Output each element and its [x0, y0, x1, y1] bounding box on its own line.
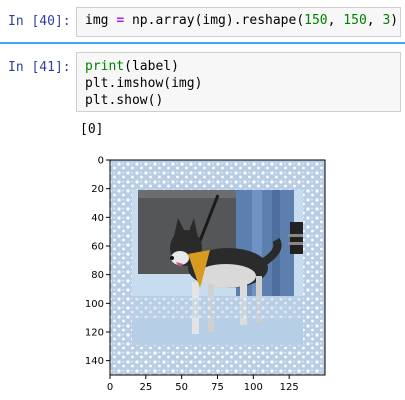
y-tick-label: 20	[91, 184, 104, 195]
code-token: img	[85, 13, 109, 28]
code-function: print	[85, 59, 125, 74]
code-token: (label)	[124, 59, 179, 74]
x-tick-label: 50	[175, 382, 188, 393]
y-tick-label: 80	[91, 270, 104, 281]
code-token: plt.	[85, 76, 117, 91]
code-function: imshow	[116, 76, 164, 91]
code-cell-40[interactable]: img = np.array(img).reshape(150, 150, 3)	[76, 7, 401, 37]
x-tick-label: 125	[280, 382, 299, 393]
x-tick-label: 0	[107, 382, 113, 393]
code-token: ,	[327, 13, 344, 28]
cell-separator	[0, 42, 405, 44]
axis-ticks: 0 25 50 75 100 125 0 20 40 60 80 100 120 140	[85, 156, 299, 394]
y-tick-label: 60	[91, 242, 104, 253]
x-tick-label: 100	[244, 382, 263, 393]
code-token: )	[390, 13, 399, 28]
y-tick-label: 40	[91, 213, 104, 224]
code-operator: =	[116, 13, 125, 28]
code-token: ,	[366, 13, 383, 28]
code-cell-41[interactable]: print(label) plt.imshow(img) plt.show()	[76, 52, 401, 112]
cell-prompt-40: In [40]:	[8, 14, 71, 29]
y-tick-label: 0	[98, 156, 104, 167]
y-tick-label: 100	[85, 299, 104, 310]
y-tick-label: 120	[85, 328, 104, 339]
snowy-frame	[110, 160, 325, 375]
code-number: 150	[304, 13, 328, 28]
code-number: 150	[343, 13, 367, 28]
y-tick-label: 140	[85, 356, 104, 367]
image-content	[110, 160, 325, 375]
cell-prompt-41: In [41]:	[8, 60, 71, 75]
code-token: (img)	[163, 76, 203, 91]
x-tick-label: 75	[211, 382, 224, 393]
x-tick-label: 25	[139, 382, 152, 393]
code-number: 3	[382, 13, 391, 28]
output-text: [0]	[80, 122, 104, 137]
code-token: plt.show()	[85, 93, 164, 108]
code-token: np.array(img).reshape(	[131, 13, 305, 28]
